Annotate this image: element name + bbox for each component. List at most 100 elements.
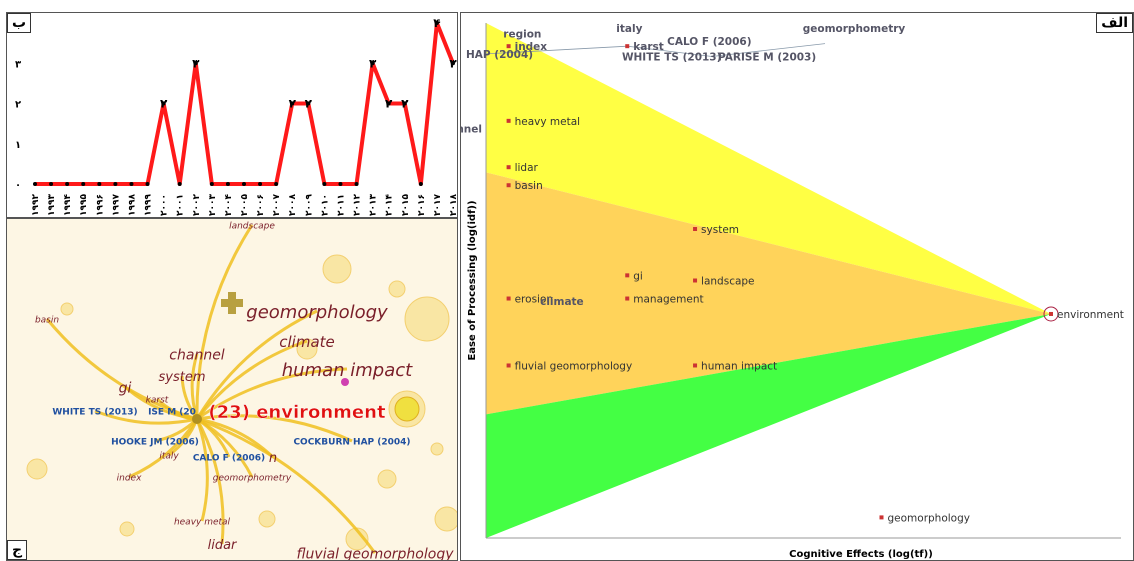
hub-node bbox=[192, 414, 202, 424]
x-tick-label: ۲۰۰۲ bbox=[192, 194, 202, 216]
data-point bbox=[65, 182, 70, 186]
data-point bbox=[418, 182, 423, 186]
network-node-label: landscape bbox=[229, 222, 275, 232]
background-node bbox=[26, 458, 48, 480]
x-tick-label: ۲۰۱۸ bbox=[449, 194, 458, 216]
panel-label-jim: ج bbox=[7, 540, 28, 560]
point-label: region bbox=[503, 28, 541, 40]
x-tick-label: ۲۰۰۶ bbox=[256, 194, 266, 216]
cooccurrence-network: landscape geomorphology basin climate channe… bbox=[26, 222, 457, 561]
data-point bbox=[225, 182, 230, 186]
point-marker bbox=[506, 118, 511, 123]
data-label: ۲ bbox=[305, 97, 313, 111]
network-edge bbox=[195, 339, 308, 420]
x-tick-label: ۲۰۱۱ bbox=[336, 194, 346, 216]
point-marker bbox=[506, 165, 511, 170]
x-tick-label: ۱۹۹۸ bbox=[127, 194, 137, 216]
point-label: index bbox=[515, 41, 548, 53]
data-point bbox=[49, 182, 54, 186]
x-tick-label: ۲۰۰۸ bbox=[288, 194, 298, 216]
background-node bbox=[430, 442, 444, 456]
background-node bbox=[377, 469, 397, 489]
network-node-label: CALO F (2006) bbox=[193, 454, 265, 464]
connector-line bbox=[485, 43, 826, 57]
x-tick-label: ۱۹۹۷ bbox=[111, 194, 121, 216]
environment-hub-circle bbox=[394, 396, 420, 422]
x-tick-label: ۲۰۰۱ bbox=[176, 194, 186, 216]
data-point bbox=[258, 182, 263, 186]
network-edge bbox=[190, 353, 199, 420]
network-node-label: HOOKE JM (2006) bbox=[111, 438, 199, 448]
data-point bbox=[354, 182, 359, 186]
x-tick-label: ۲۰۰۷ bbox=[272, 194, 282, 216]
network-node-label: WHITE TS (2013) bbox=[52, 408, 137, 418]
publication-trend-chart: ۰ ۱ ۲ ۳ ۱۹۹۲ ۱۹۹۳ ۱۹۹۴ ۱۹۹۵ ۱۹۹۶ ۱۹۹۷ ۱۹۹۸ ۱۹۹۹ ۲ ۲۰۰… bbox=[15, 16, 458, 216]
y-tick-label: ۲ bbox=[15, 100, 21, 111]
network-node-label: channel bbox=[169, 348, 225, 364]
data-point bbox=[177, 182, 182, 186]
x-tick-label: ۱۹۹۴ bbox=[63, 194, 73, 216]
network-node-label: index bbox=[117, 474, 142, 484]
network-node-label: basin bbox=[35, 316, 59, 326]
data-point bbox=[33, 182, 37, 186]
point-marker bbox=[693, 278, 698, 283]
x-tick-label: ۲۰۱۵ bbox=[401, 194, 411, 216]
publication-trend-panel: ۰ ۱ ۲ ۳ ۱۹۹۲ ۱۹۹۳ ۱۹۹۴ ۱۹۹۵ ۱۹۹۶ ۱۹۹۷ ۱۹۹۸ ۱۹۹۹ ۲ ۲۰۰… bbox=[6, 12, 458, 218]
network-edge bbox=[195, 418, 209, 522]
x-tick-label: ۲۰۰۳ bbox=[208, 194, 218, 216]
point-label: CALO F (2006) bbox=[667, 36, 751, 48]
point-marker bbox=[1049, 311, 1053, 316]
background-node bbox=[434, 506, 457, 532]
background-node bbox=[258, 510, 276, 528]
network-node-label: human impact bbox=[282, 360, 413, 381]
x-tick-label: ۲۰۰۵ bbox=[240, 194, 250, 216]
network-node-label: geomorphometry bbox=[213, 474, 292, 484]
point-marker bbox=[625, 44, 630, 49]
point-label: human impact bbox=[701, 360, 777, 372]
data-point bbox=[274, 182, 279, 186]
point-label: landscape bbox=[701, 276, 754, 288]
point-marker bbox=[506, 44, 511, 49]
point-label: karst bbox=[633, 41, 664, 53]
x-tick-label: ۲۰۱۳ bbox=[369, 194, 379, 216]
network-edge bbox=[45, 318, 198, 421]
network-node-label: lidar bbox=[208, 538, 238, 553]
network-node-label: geomorphology bbox=[246, 302, 388, 323]
network-node-label: fluvial geomorphology bbox=[297, 547, 455, 561]
network-edge bbox=[195, 418, 225, 545]
y-axis-label: Ease of Processing (log(idf)) bbox=[467, 200, 478, 360]
point-label: environment bbox=[1057, 309, 1124, 321]
network-node-label: system bbox=[159, 370, 206, 385]
data-point bbox=[306, 101, 311, 106]
network-edge bbox=[196, 417, 254, 478]
data-point bbox=[338, 182, 343, 186]
point-label: geomorphometry bbox=[803, 23, 906, 35]
data-label: ۳ bbox=[449, 56, 457, 70]
x-tick-label: ۲۰۱۴ bbox=[385, 194, 395, 216]
network-node-label: heavy metal bbox=[174, 518, 231, 528]
geomorphology-cross-v bbox=[228, 292, 236, 314]
data-point bbox=[386, 101, 391, 106]
point-marker bbox=[625, 296, 630, 301]
x-tick-label: ۲۰۰۹ bbox=[304, 194, 314, 216]
data-point bbox=[97, 182, 102, 186]
point-label: climate bbox=[540, 296, 584, 308]
network-node-label: n bbox=[269, 451, 277, 466]
point-marker bbox=[506, 183, 511, 188]
network-node-label: COCKBURN HAP (2004) bbox=[293, 438, 410, 448]
point-label: heavy metal bbox=[515, 116, 580, 128]
data-point bbox=[290, 101, 295, 106]
point-label: management bbox=[633, 294, 703, 306]
y-tick-label: ۰ bbox=[15, 180, 21, 191]
data-point bbox=[322, 182, 327, 186]
x-tick-label: ۲۰۱۰ bbox=[320, 194, 330, 216]
background-node bbox=[60, 302, 74, 316]
data-label: ۲ bbox=[385, 97, 393, 111]
environment-node-ring bbox=[1043, 306, 1059, 322]
data-point bbox=[129, 182, 134, 186]
point-marker bbox=[506, 363, 511, 368]
x-tick-label: ۱۹۹۲ bbox=[31, 194, 41, 216]
panel-label-be: ب bbox=[7, 13, 32, 33]
data-label: ۳ bbox=[192, 56, 200, 70]
network-node-label: ISE M (20 bbox=[148, 408, 196, 418]
